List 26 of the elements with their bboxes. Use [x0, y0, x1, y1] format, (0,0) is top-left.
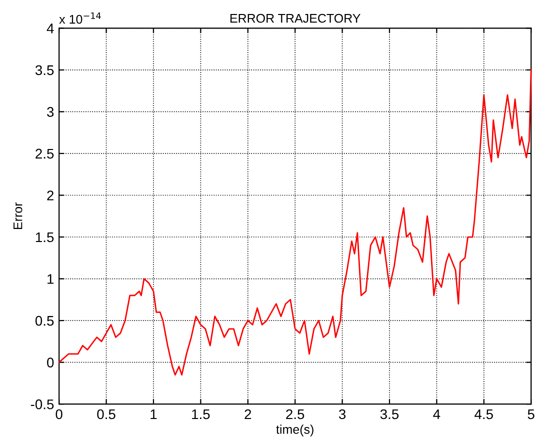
y-tick-label: 4: [46, 24, 54, 34]
y-tick-label: 2.5: [36, 148, 54, 159]
line-series: [58, 69, 532, 376]
x-axis-title: time(s): [276, 424, 314, 436]
y-tick-label: 0.5: [35, 316, 54, 326]
x-tick-label: 3.5: [380, 409, 399, 420]
x-tick-label: 2.5: [286, 409, 304, 420]
y-tick-label: -0.5: [30, 399, 54, 410]
x-tick-label: 5: [528, 409, 534, 420]
y-tick-label: 3.5: [35, 65, 54, 76]
y-tick-label: 2: [47, 190, 54, 200]
x-tick-label: 2: [244, 409, 252, 420]
chart-title: ERROR TRAJECTORY: [230, 14, 360, 23]
x-tick-label: 4: [433, 409, 440, 420]
y-tick-label: 0: [47, 358, 54, 368]
y-tick-label: 1.5: [36, 232, 54, 242]
x-tick-label: 0.5: [97, 409, 116, 420]
x-tick-label: 4.5: [474, 409, 493, 420]
x-tick-label: 0: [56, 409, 62, 420]
y-tick-label: 3: [47, 107, 54, 117]
text: x 10$^{−14}$: [59, 12, 101, 24]
x-tick-label: 3: [338, 409, 346, 420]
x-tick-label: 1: [150, 409, 157, 420]
y-tick-label: 1: [48, 274, 54, 284]
y-axis-title: Error: [14, 202, 22, 229]
x-tick-label: 1.5: [192, 409, 210, 420]
